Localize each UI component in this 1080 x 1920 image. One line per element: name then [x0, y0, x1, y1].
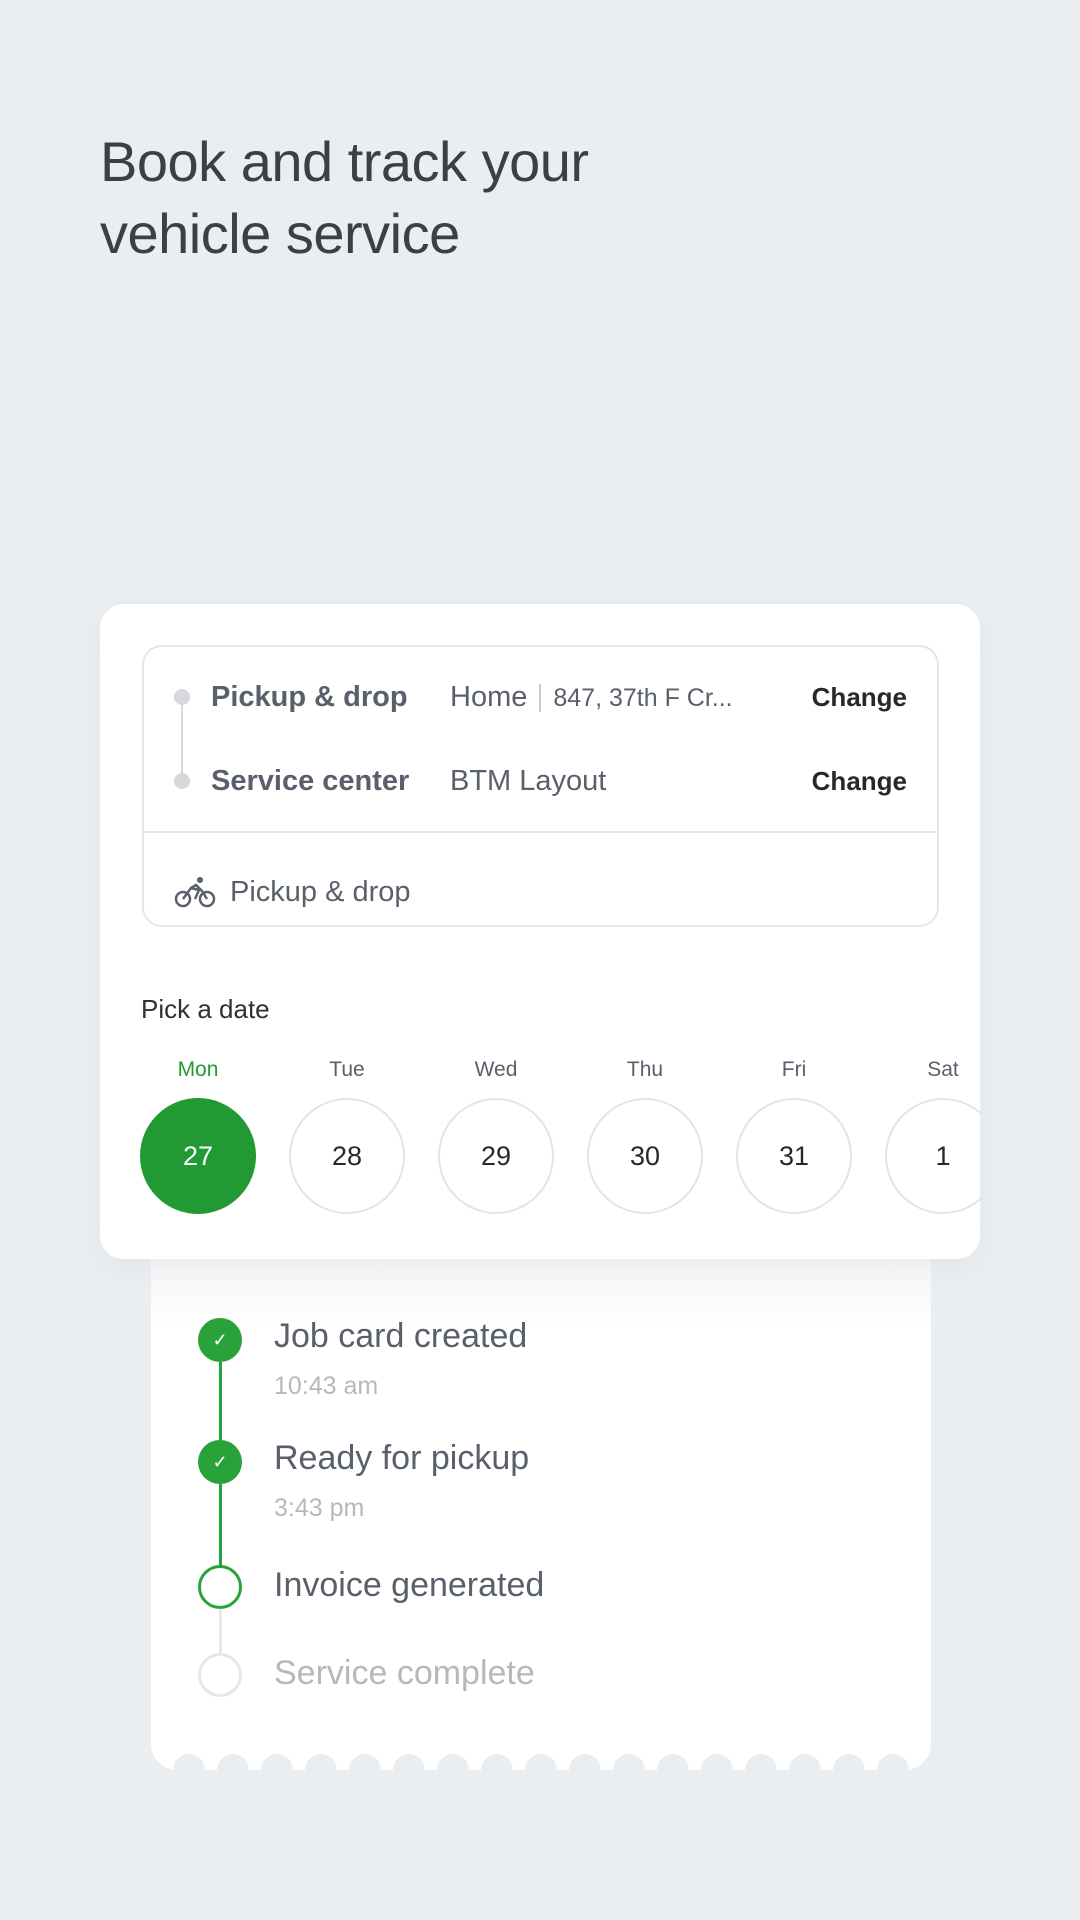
change-service-center-button[interactable]: Change	[811, 765, 907, 796]
scallop	[701, 1754, 733, 1770]
scallop	[437, 1754, 469, 1770]
scallop	[745, 1754, 777, 1770]
scallop	[789, 1754, 821, 1770]
step-title: Ready for pickup	[274, 1439, 530, 1477]
date-circle[interactable]: 30	[587, 1098, 703, 1214]
scallop	[921, 1754, 931, 1770]
pickup-place: Home	[450, 680, 528, 713]
timeline-connector-done	[219, 1362, 222, 1608]
date-circle[interactable]: 28	[289, 1098, 405, 1214]
day-name: Tue	[329, 1058, 365, 1081]
day-name: Thu	[626, 1058, 664, 1081]
step-title: Invoice generated	[274, 1566, 545, 1604]
pick-date-label: Pick a date	[141, 994, 270, 1024]
pickup-row: Pickup & drop Home 847, 37th F Cr... Chan…	[144, 677, 937, 717]
scallop	[877, 1754, 909, 1770]
date-circle[interactable]: 29	[438, 1098, 554, 1214]
booking-card: Pickup & drop Home 847, 37th F Cr... Chan…	[100, 604, 980, 1259]
date-option[interactable]: Sat 1	[884, 1058, 980, 1214]
scallop	[393, 1754, 425, 1770]
step-done-check-icon: ✓	[198, 1318, 242, 1362]
change-pickup-button[interactable]: Change	[811, 681, 907, 712]
headline-line-2: vehicle service	[100, 202, 460, 265]
day-name: Sat	[927, 1058, 959, 1081]
day-name: Mon	[177, 1058, 219, 1081]
divider	[144, 831, 937, 833]
service-mode[interactable]: Pickup & drop	[174, 875, 411, 909]
service-center-value: BTM Layout	[450, 764, 607, 797]
pickup-address: 847, 37th F Cr...	[553, 683, 733, 712]
scallop	[525, 1754, 557, 1770]
step-done-check-icon: ✓	[198, 1440, 242, 1484]
separator	[539, 683, 542, 712]
pickup-label: Pickup & drop	[211, 680, 408, 713]
pickup-value: Home 847, 37th F Cr...	[450, 681, 733, 714]
date-circle[interactable]: 27	[140, 1098, 256, 1214]
bicycle-icon	[174, 877, 216, 908]
scallop	[173, 1754, 205, 1770]
step-current-circle-icon	[198, 1565, 242, 1609]
service-mode-label: Pickup & drop	[230, 875, 411, 908]
scallop	[613, 1754, 645, 1770]
timeline-connector-pending	[219, 1610, 222, 1694]
date-option[interactable]: Wed 29	[437, 1058, 555, 1214]
location-box: Pickup & drop Home 847, 37th F Cr... Chan…	[142, 645, 939, 927]
service-center-row: Service center BTM Layout Change	[144, 761, 937, 801]
date-option[interactable]: Fri 31	[735, 1058, 853, 1214]
scallop	[657, 1754, 689, 1770]
route-line	[181, 703, 183, 783]
scallop	[833, 1754, 865, 1770]
route-dot-icon	[174, 689, 190, 705]
scallop	[261, 1754, 293, 1770]
scallop	[217, 1754, 249, 1770]
route-dot-icon	[174, 773, 190, 789]
date-option[interactable]: Thu 30	[586, 1058, 704, 1214]
date-option[interactable]: Tue 28	[288, 1058, 406, 1214]
day-name: Wed	[474, 1058, 518, 1081]
service-tracking-ticket: ✓ Job card created 10:43 am ✓ Ready for …	[151, 1240, 931, 1770]
scallop	[481, 1754, 513, 1770]
scallop	[349, 1754, 381, 1770]
headline-line-1: Book and track your	[100, 130, 589, 193]
step-pending-circle-icon	[198, 1653, 242, 1697]
service-center-label: Service center	[211, 764, 410, 797]
step-title: Service complete	[274, 1654, 535, 1692]
step-title: Job card created	[274, 1317, 528, 1355]
ticket-scalloped-edge	[151, 1754, 931, 1770]
step-time: 10:43 am	[274, 1372, 379, 1400]
scallop	[305, 1754, 337, 1770]
date-circle[interactable]: 1	[885, 1098, 980, 1214]
scallop	[569, 1754, 601, 1770]
headline: Book and track your vehicle service	[100, 126, 589, 270]
date-option[interactable]: Mon 27	[139, 1058, 257, 1214]
day-name: Fri	[781, 1058, 807, 1081]
step-time: 3:43 pm	[274, 1494, 365, 1522]
date-circle[interactable]: 31	[736, 1098, 852, 1214]
